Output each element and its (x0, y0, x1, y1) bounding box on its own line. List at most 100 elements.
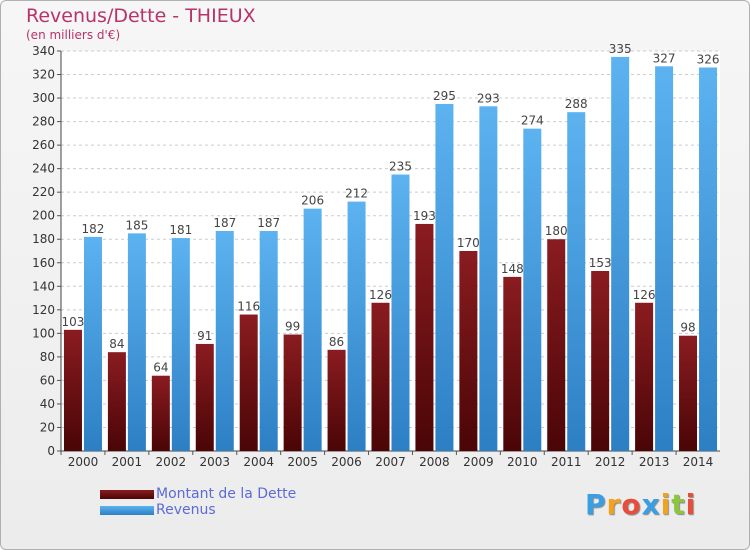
data-label-dette: 86 (329, 335, 344, 349)
data-label-revenus: 206 (301, 194, 324, 208)
data-label-revenus: 293 (477, 91, 500, 105)
logo-letter: o (621, 488, 642, 521)
x-tick-label: 2002 (156, 455, 187, 469)
legend: Montant de la Dette Revenus (100, 486, 296, 518)
data-label-revenus: 185 (125, 218, 148, 232)
bar-revenus (347, 201, 366, 451)
data-label-dette: 153 (589, 256, 612, 270)
y-tick-label: 200 (32, 209, 55, 223)
y-tick-label: 0 (47, 444, 55, 458)
data-label-dette: 64 (153, 361, 168, 375)
x-tick-label: 2000 (68, 455, 99, 469)
data-label-dette: 193 (413, 209, 436, 223)
y-tick-label: 280 (32, 115, 55, 129)
logo-letter: t (671, 488, 686, 521)
data-label-revenus: 288 (565, 97, 588, 111)
bar-revenus (479, 106, 498, 451)
chart-title: Revenus/Dette - THIEUX (26, 5, 256, 27)
x-tick-label: 2009 (463, 455, 494, 469)
x-tick-label: 2014 (683, 455, 714, 469)
bar-revenus (523, 128, 542, 451)
logo-letter: i (660, 488, 672, 521)
data-label-dette: 91 (197, 329, 212, 343)
logo-letter: r (606, 488, 622, 521)
bar-dette (327, 349, 346, 451)
bar-dette (151, 375, 170, 451)
y-tick-label: 100 (32, 326, 55, 340)
data-label-dette: 126 (369, 288, 392, 302)
data-label-revenus: 182 (82, 222, 105, 236)
x-tick-label: 2013 (639, 455, 670, 469)
bar-dette (679, 335, 698, 451)
bar-dette (283, 334, 302, 451)
y-tick-label: 140 (32, 279, 55, 293)
data-label-revenus: 187 (257, 216, 280, 230)
y-tick-label: 260 (32, 138, 55, 152)
proxiti-logo: Proxiti (585, 488, 696, 521)
bar-revenus (611, 56, 630, 451)
plot-area (61, 51, 720, 451)
bar-dette (635, 302, 654, 451)
bar-dette (459, 251, 478, 451)
bar-revenus (303, 208, 322, 451)
x-tick-label: 2003 (199, 455, 230, 469)
y-tick-label: 20 (40, 420, 55, 434)
bar-revenus (127, 233, 146, 451)
data-label-revenus: 274 (521, 114, 544, 128)
bar-revenus (83, 236, 102, 451)
x-tick-label: 2010 (507, 455, 538, 469)
bar-revenus (655, 66, 674, 451)
x-tick-label: 2001 (112, 455, 143, 469)
bar-revenus (567, 112, 586, 452)
data-label-revenus: 181 (169, 223, 192, 237)
chart-subtitle: (en milliers d'€) (26, 28, 121, 42)
x-tick-label: 2004 (243, 455, 274, 469)
logo-letter: P (585, 488, 607, 521)
legend-item-dette: Montant de la Dette (100, 486, 296, 502)
data-label-revenus: 212 (345, 187, 368, 201)
data-label-revenus: 295 (433, 89, 456, 103)
bar-dette (591, 271, 610, 451)
legend-swatch-revenus (100, 505, 154, 515)
data-label-dette: 180 (545, 224, 568, 238)
bar-dette (503, 276, 522, 451)
data-label-dette: 84 (109, 337, 124, 351)
logo-letter: x (641, 488, 661, 521)
bar-revenus (435, 103, 454, 452)
bar-revenus (171, 238, 190, 451)
data-label-dette: 98 (680, 321, 695, 335)
data-label-dette: 103 (62, 315, 85, 329)
data-label-revenus: 326 (697, 52, 720, 66)
x-tick-label: 2006 (331, 455, 362, 469)
x-tick-label: 2007 (375, 455, 406, 469)
x-tick-label: 2005 (287, 455, 318, 469)
bar-dette (107, 352, 126, 451)
y-tick-label: 340 (32, 44, 55, 58)
y-tick-label: 220 (32, 185, 55, 199)
y-tick-label: 160 (32, 256, 55, 270)
data-label-dette: 170 (457, 236, 480, 250)
bar-dette (371, 302, 390, 451)
legend-item-revenus: Revenus (100, 502, 296, 518)
y-tick-label: 320 (32, 68, 55, 82)
y-tick-label: 60 (40, 373, 55, 387)
data-label-dette: 99 (285, 320, 300, 334)
data-label-dette: 116 (237, 300, 260, 314)
y-tick-label: 40 (40, 397, 55, 411)
data-label-revenus: 335 (609, 42, 632, 56)
y-tick-label: 180 (32, 232, 55, 246)
bar-revenus (699, 67, 718, 452)
x-tick-label: 2011 (551, 455, 582, 469)
bar-dette (63, 329, 82, 451)
x-tick-label: 2012 (595, 455, 626, 469)
logo-letter: i (685, 488, 697, 521)
bar-revenus (259, 231, 278, 451)
bar-dette (415, 223, 434, 451)
y-tick-label: 300 (32, 91, 55, 105)
data-label-dette: 126 (633, 288, 656, 302)
y-tick-label: 120 (32, 303, 55, 317)
data-label-revenus: 327 (653, 51, 676, 65)
data-label-revenus: 235 (389, 160, 412, 174)
legend-label-revenus: Revenus (156, 502, 216, 518)
